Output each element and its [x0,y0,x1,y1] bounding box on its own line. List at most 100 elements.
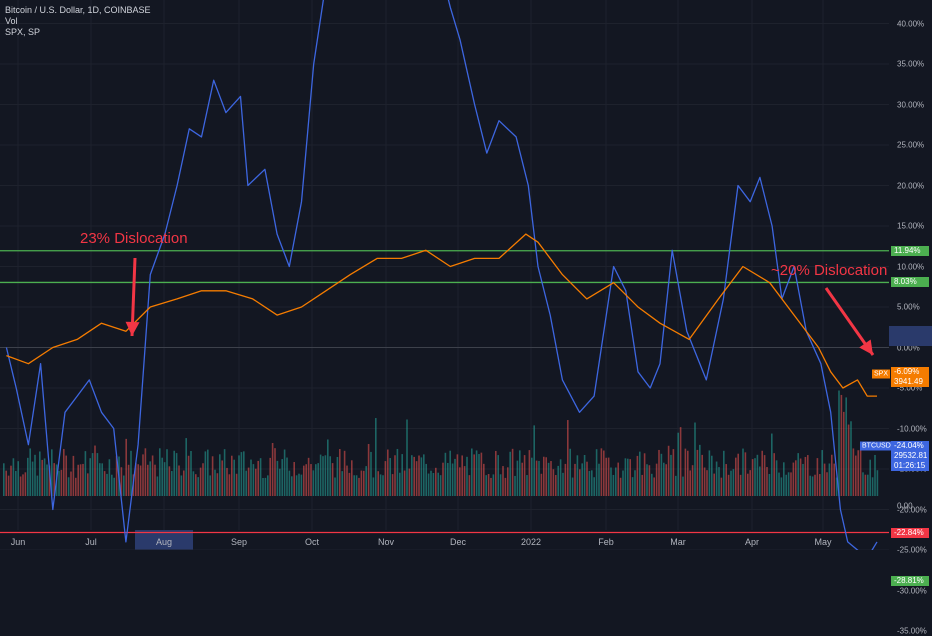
volume-bar [569,448,571,496]
volume-bar [365,466,367,496]
volume-bar [480,452,483,496]
volume-bar [408,468,411,496]
volume-bar [725,464,727,496]
volume-bar [715,461,718,496]
volume-bar [679,427,682,496]
volume-bar [149,461,151,496]
volume-bar [247,467,250,496]
volume-bar [838,390,840,496]
volume-bar [617,462,619,496]
volume-bar [720,477,723,496]
volume-bar [583,454,586,496]
x-tick-label: Oct [304,537,320,547]
volume-bar [761,450,763,496]
volume-bar [495,450,497,496]
volume-bar [819,474,821,496]
volume-bar [859,449,862,496]
volume-bar [221,460,223,496]
volume-bar [219,454,221,496]
spx-indicator-label[interactable]: SPX, SP [5,27,41,37]
volume-bar [10,465,12,496]
volume-bar [684,448,687,496]
volume-bar [82,463,84,496]
volume-bar [51,449,53,496]
volume-bar [622,470,624,496]
volume-bar [641,474,643,496]
volume-bar [127,464,130,496]
volume-bar [795,460,797,496]
volume-bar [655,463,658,496]
volume-bar [15,470,17,496]
volume-bar [696,449,699,496]
volume-bar [723,450,725,496]
annotation-right: ~20% Dislocation [771,262,888,279]
volume-bar [478,454,480,496]
volume-bar [744,452,747,496]
volume-bar [677,432,679,496]
volume-bar [137,464,139,496]
btc-price-badge: 29532.81 [891,451,929,461]
volume-bar [595,449,598,496]
volume-bar [552,469,555,496]
volume-bar [667,445,670,496]
volume-scale-label: 0.00 [897,501,913,511]
volume-bar [675,475,677,496]
volume-bar [579,469,581,496]
volume-bar [523,455,526,496]
volume-indicator-label[interactable]: Vol [5,16,18,26]
volume-bar [5,470,7,496]
volume-bar [65,455,67,496]
volume-bar [142,454,144,496]
volume-bar [58,470,60,496]
volume-bar [797,453,799,496]
volume-bar [63,448,65,496]
volume-bar [862,472,864,496]
volume-bar [785,474,787,496]
spx-value-badge: -6.09% [891,367,929,377]
volume-bar [619,477,622,496]
volume-bar [567,420,569,496]
volume-bar [581,463,583,496]
volume-bar [370,451,372,496]
chart-plot[interactable] [0,0,932,550]
volume-bar [310,464,312,496]
x-tick-label: Sep [230,537,248,547]
volume-bar [300,474,303,496]
volume-bar [307,457,310,496]
level-badge-0: 11.94% [891,245,929,256]
volume-bar [91,453,94,496]
volume-bar [396,448,399,496]
volume-bar [151,455,154,496]
volume-bar [228,474,231,496]
x-tick-label: Nov [377,537,395,547]
volume-bar [123,475,125,496]
volume-bar [828,463,831,496]
volume-bar [610,467,612,496]
volume-bar [749,470,751,496]
volume-bar [31,461,34,496]
y-tick-label: 15.00% [897,221,925,231]
volume-bar [468,475,471,496]
volume-bar [67,477,70,496]
volume-bar [209,475,211,496]
volume-bar [687,450,689,496]
y-tick-label: 35.00% [897,59,925,69]
volume-bar [331,463,334,496]
volume-bar [187,455,190,496]
volume-bar [329,456,331,496]
volume-bar [660,453,663,496]
volume-bar [624,458,627,496]
volume-bar [631,477,634,496]
volume-bar [528,450,531,496]
volume-bar [708,450,711,496]
volume-bar [689,470,691,496]
volume-bar [48,465,51,496]
volume-bar [315,464,317,496]
volume-bar [252,464,255,496]
volume-bar [403,470,406,496]
annotation-right-arrow-head [859,339,873,355]
volume-bar [771,433,773,496]
volume-bar [175,453,178,496]
volume-bar [847,424,850,496]
volume-bar [814,474,816,496]
